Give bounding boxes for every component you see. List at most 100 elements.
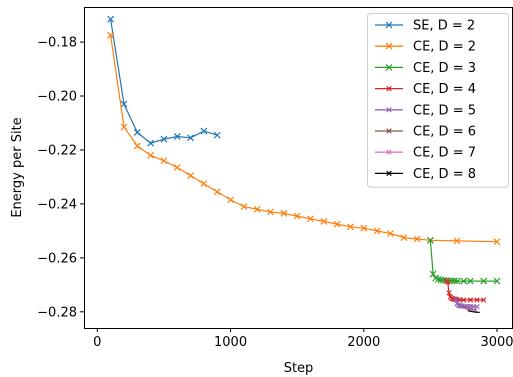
legend: SE, D = 2 CE, D = 2 CE, D = 3 CE, D = 4 CE, …: [367, 13, 509, 188]
y-tick-label: −0.28: [37, 305, 77, 320]
legend-entry-ce-d-6: CE, D = 6: [375, 125, 476, 140]
y-tick-label: −0.26: [37, 251, 77, 266]
data-point: [120, 123, 128, 131]
data-point: [413, 235, 421, 243]
series-ce-d-6: [462, 305, 478, 311]
data-point: [187, 134, 195, 142]
legend-label: CE, D = 7: [413, 146, 476, 161]
series-ce-d-7: [464, 308, 478, 312]
data-point: [452, 296, 459, 303]
data-point: [360, 224, 368, 232]
y-tick-label: −0.18: [37, 36, 77, 51]
legend-entry-ce-d-8: CE, D = 8: [375, 167, 476, 182]
data-point: [373, 227, 381, 235]
legend-marker: [386, 107, 392, 113]
legend-marker: [385, 21, 393, 29]
data-point: [480, 277, 488, 285]
data-point: [493, 277, 501, 285]
data-point: [474, 303, 480, 310]
data-point: [429, 270, 437, 278]
series-line: [462, 305, 478, 311]
data-point: [460, 277, 468, 285]
series-line: [467, 309, 480, 313]
data-point: [453, 277, 461, 285]
y-tick-label: −0.20: [37, 90, 77, 105]
data-point: [444, 279, 451, 285]
data-point: [333, 220, 341, 228]
data-point: [453, 237, 461, 245]
data-point: [280, 209, 288, 217]
legend-marker: [386, 85, 392, 92]
data-point: [120, 100, 128, 108]
data-point: [200, 180, 208, 188]
data-point: [307, 215, 314, 223]
data-point: [267, 208, 274, 216]
data-point: [213, 131, 221, 139]
data-point: [387, 230, 394, 238]
legend-entry-ce-d-4: CE, D = 4: [375, 82, 476, 97]
plot-series: [107, 15, 501, 313]
legend-label: CE, D = 8: [413, 167, 476, 182]
y-axis-label: Energy per Site: [10, 117, 25, 217]
data-point: [470, 303, 476, 310]
legend-entry-ce-d-2: CE, D = 2: [375, 40, 476, 55]
y-tick-label: −0.24: [37, 197, 77, 212]
data-point: [347, 223, 354, 231]
data-point: [400, 234, 408, 242]
legend-marker: [386, 149, 392, 155]
series-line: [464, 308, 478, 312]
x-tick-label: 3000: [480, 335, 513, 350]
series-line: [429, 240, 497, 282]
legend-label: CE, D = 2: [413, 40, 476, 55]
legend-label: CE, D = 6: [413, 125, 476, 140]
legend-label: SE, D = 2: [413, 19, 475, 34]
data-point: [147, 139, 155, 147]
data-point: [240, 203, 248, 211]
data-point: [133, 129, 141, 136]
data-point: [448, 277, 456, 285]
legend-marker: [386, 128, 392, 134]
series-ce-d-8: [467, 309, 480, 313]
data-point: [133, 142, 141, 150]
data-point: [446, 290, 452, 296]
series-ce-d-2: [107, 31, 501, 246]
legend-entry-ce-d-7: CE, D = 7: [375, 146, 476, 161]
data-point: [200, 127, 208, 135]
x-tick-label: 1000: [214, 335, 247, 350]
data-point: [160, 135, 168, 143]
data-point: [320, 218, 328, 225]
data-point: [213, 188, 221, 196]
data-point: [187, 172, 195, 180]
series-ce-d-3: [426, 236, 501, 285]
legend-marker: [385, 63, 393, 71]
y-tick-label: −0.22: [37, 143, 77, 158]
data-point: [227, 196, 234, 204]
data-point: [107, 31, 115, 39]
legend-entry-se-d-2: SE, D = 2: [375, 19, 475, 34]
legend-marker: [385, 42, 393, 50]
legend-label: CE, D = 3: [413, 61, 476, 76]
data-point: [293, 212, 301, 220]
data-point: [467, 297, 474, 303]
data-point: [173, 164, 181, 171]
series-se-d-2: [107, 15, 221, 147]
legend-marker: [386, 170, 392, 177]
x-axis-ticks: 0 1000 2000 3000: [93, 328, 513, 350]
data-point: [480, 297, 487, 303]
data-point: [450, 277, 458, 285]
legend-label: CE, D = 4: [413, 82, 476, 97]
data-point: [107, 15, 115, 23]
data-point: [460, 297, 467, 303]
data-point: [173, 133, 181, 140]
data-point: [426, 236, 434, 244]
legend-entry-ce-d-3: CE, D = 3: [375, 61, 476, 76]
data-point: [466, 277, 474, 285]
y-axis-ticks: −0.18 −0.20 −0.22 −0.24 −0.26 −0.28: [37, 36, 84, 320]
data-point: [147, 151, 155, 159]
legend-label: CE, D = 5: [413, 103, 476, 118]
data-point: [160, 157, 168, 165]
x-tick-label: 2000: [347, 335, 380, 350]
legend-box: [367, 13, 509, 188]
data-point: [253, 205, 261, 213]
